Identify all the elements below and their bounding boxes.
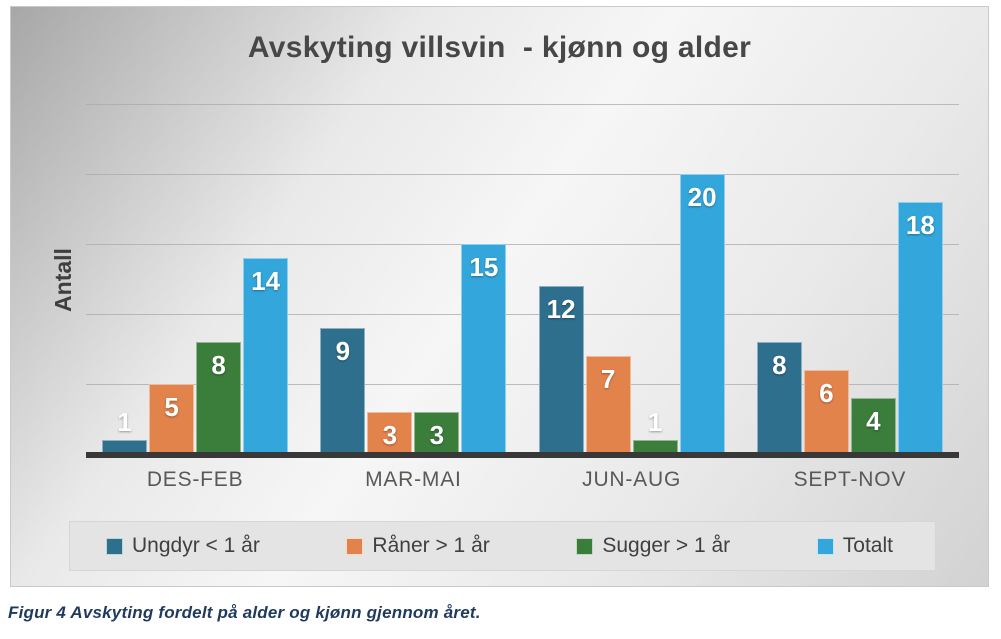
chart-title: Avskyting villsvin - kjønn og alder <box>247 31 752 64</box>
data-label: 4 <box>866 406 881 436</box>
data-label: 12 <box>546 294 576 324</box>
data-label: 1 <box>117 407 132 437</box>
bar-sugger-1-r-des-feb: 8 <box>196 342 242 454</box>
bar-r-ner-1-r-jun-aug: 7 <box>585 356 631 454</box>
bar-sugger-1-r-mar-mai: 3 <box>414 412 460 454</box>
bar-r-ner-1-r-des-feb: 5 <box>149 384 195 454</box>
gridline-20 <box>86 174 959 175</box>
legend-label: Totalt <box>842 534 893 557</box>
gridline-5 <box>86 384 959 385</box>
data-label: 6 <box>819 378 834 408</box>
legend-swatch-icon <box>346 537 364 555</box>
bar-totalt-jun-aug: 20 <box>679 174 725 454</box>
bar-r-ner-1-r-mar-mai: 3 <box>367 412 413 454</box>
bar-group-jun-aug: 12 7 1 20 <box>523 104 741 454</box>
bar-ungdyr-1-r-mar-mai: 9 <box>320 328 366 454</box>
data-label: 8 <box>211 350 226 380</box>
legend-swatch-icon <box>576 537 594 555</box>
data-label: 1 <box>647 407 663 437</box>
data-label: 15 <box>469 252 499 282</box>
plot-area: 1 5 8 14 DES-FEB 9 3 3 15 MAR-MAI 12 7 1 20 JUN-AUG 8 6 4… <box>86 104 959 491</box>
bar-sugger-1-r-sept-nov: 4 <box>850 398 896 454</box>
bar-sugger-1-r-jun-aug: 1 <box>632 407 678 454</box>
bar-group-mar-mai: 9 3 3 15 <box>304 104 522 454</box>
bar-group-des-feb: 1 5 8 14 <box>86 104 304 454</box>
bar-totalt-sept-nov: 18 <box>897 202 943 454</box>
y-axis-title: Antall <box>50 248 76 312</box>
legend: Ungdyr < 1 år Råner > 1 år Sugger > 1 år To… <box>69 521 936 571</box>
gridline-10 <box>86 314 959 315</box>
category-label-sept-nov: SEPT-NOV <box>793 468 907 491</box>
legend-label: Ungdyr < 1 år <box>132 534 260 557</box>
data-label: 18 <box>905 210 935 240</box>
gridline-25 <box>86 104 959 105</box>
data-label: 3 <box>429 420 445 450</box>
x-axis-line <box>86 452 959 458</box>
bar-group-sept-nov: 8 6 4 18 <box>741 104 959 454</box>
legend-label: Råner > 1 år <box>372 534 490 557</box>
category-label-mar-mai: MAR-MAI <box>365 468 462 491</box>
bar-ungdyr-1-r-jun-aug: 12 <box>538 286 584 454</box>
data-label: 3 <box>382 420 398 450</box>
chart-container: Avskyting villsvin - kjønn og alder Anta… <box>10 6 989 587</box>
data-label: 5 <box>164 392 179 422</box>
data-label: 7 <box>600 364 616 394</box>
data-label: 20 <box>687 182 717 212</box>
legend-item-r-ner-1-r: Råner > 1 år <box>346 534 490 558</box>
legend-item-ungdyr-1-r: Ungdyr < 1 år <box>106 534 260 558</box>
bar-ungdyr-1-r-sept-nov: 8 <box>756 342 802 454</box>
legend-label: Sugger > 1 år <box>602 534 731 557</box>
bar-totalt-des-feb: 14 <box>243 258 289 454</box>
legend-item-sugger-1-r: Sugger > 1 år <box>576 534 730 558</box>
data-label: 8 <box>772 350 787 380</box>
legend-item-totalt: Totalt <box>816 534 893 558</box>
legend-swatch-icon <box>816 537 834 555</box>
data-label: 9 <box>335 336 351 366</box>
legend-swatch-icon <box>106 537 123 555</box>
gridline-15 <box>86 244 959 245</box>
data-label: 14 <box>251 266 281 296</box>
category-label-jun-aug: JUN-AUG <box>582 468 682 491</box>
figure-caption: Figur 4 Avskyting fordelt på alder og kj… <box>8 603 481 622</box>
bar-ungdyr-1-r-des-feb: 1 <box>102 407 148 454</box>
bar-r-ner-1-r-sept-nov: 6 <box>803 370 849 454</box>
bar-totalt-mar-mai: 15 <box>461 244 507 454</box>
category-label-des-feb: DES-FEB <box>146 468 244 491</box>
